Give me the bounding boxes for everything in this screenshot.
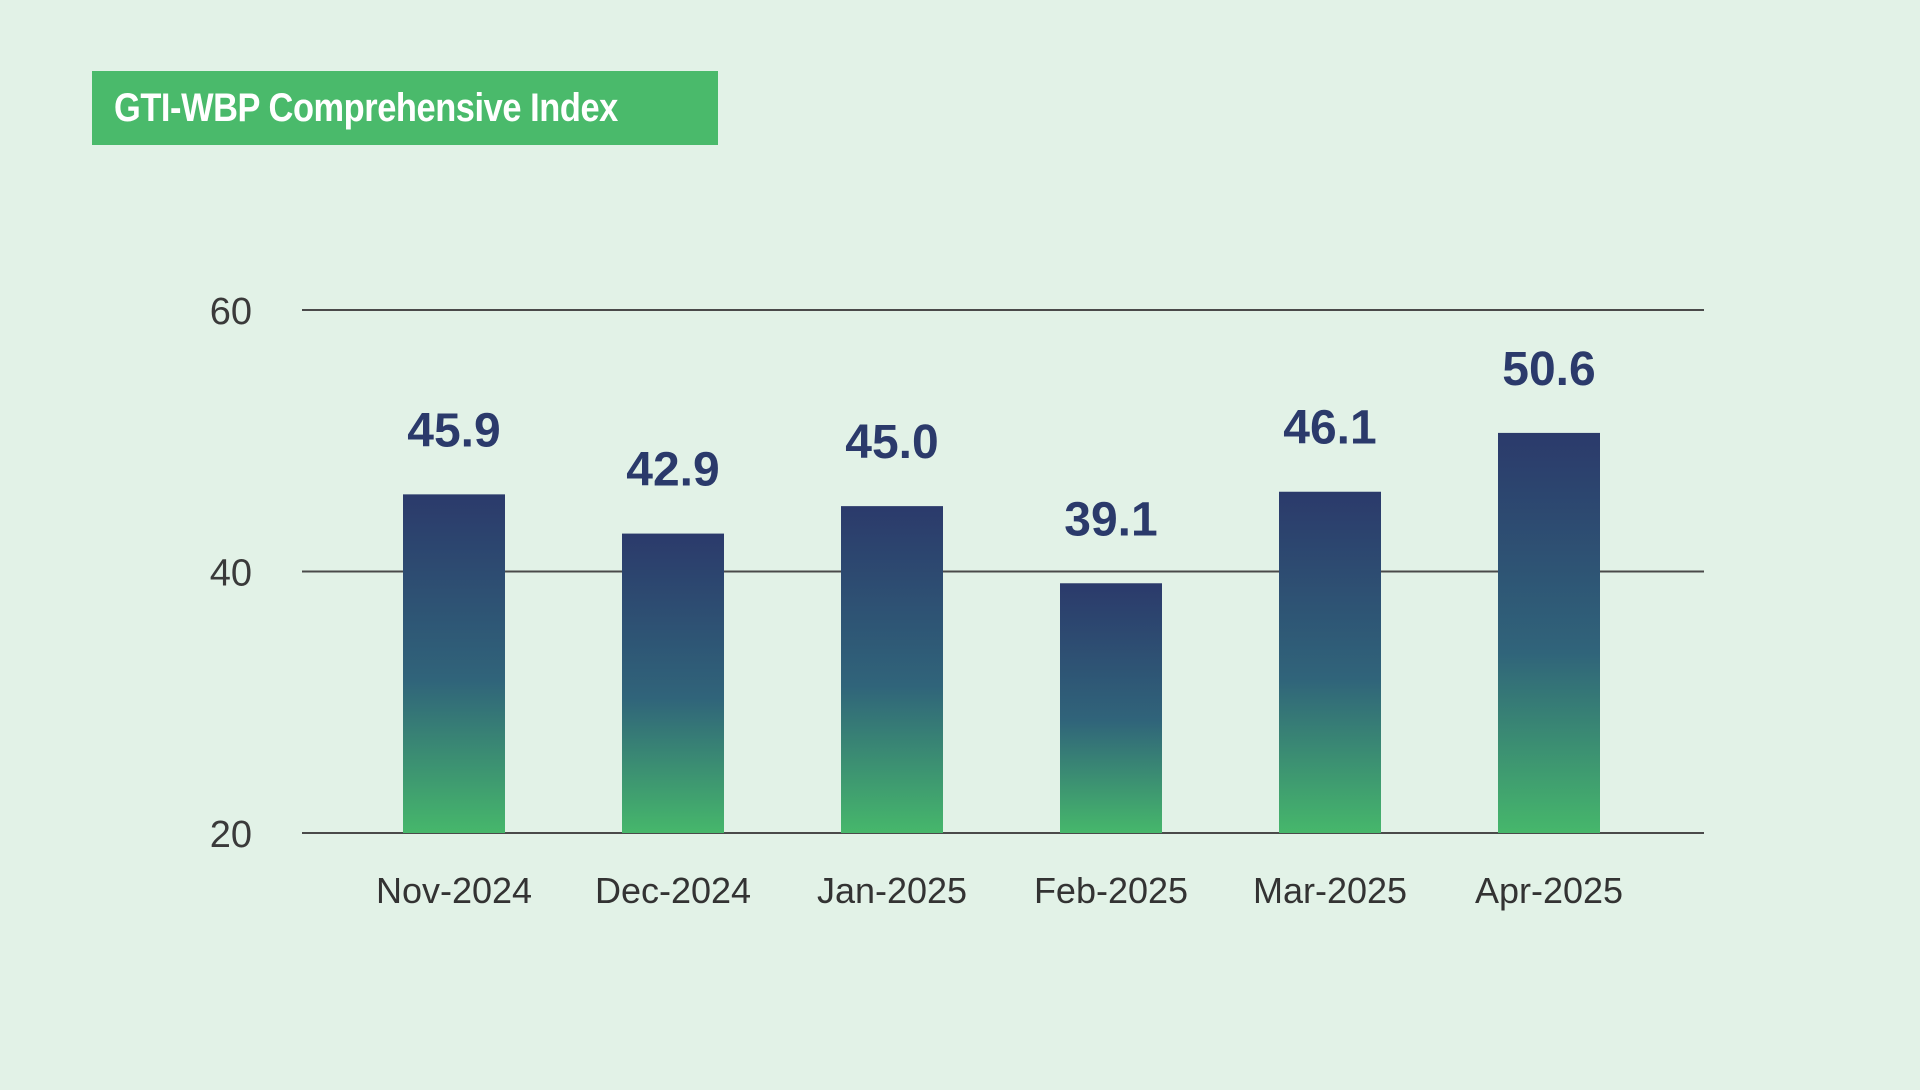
chart-title-badge: GTI-WBP Comprehensive Index [92, 71, 718, 145]
data-label: 42.9 [626, 444, 719, 497]
bar-Mar-2025 [1279, 491, 1381, 833]
data-labels: 45.9 42.9 45.0 39.1 46.1 50.6 [407, 343, 1595, 546]
bar-Feb-2025 [1060, 583, 1162, 833]
x-tick-label: Feb-2025 [1034, 870, 1188, 911]
gridlines [302, 309, 1704, 834]
y-tick-label: 40 [210, 553, 252, 595]
chart-title: GTI-WBP Comprehensive Index [114, 85, 618, 130]
bar-Dec-2024 [622, 533, 724, 833]
x-tick-label: Jan-2025 [817, 870, 967, 911]
x-tick-label: Apr-2025 [1475, 870, 1623, 911]
x-tick-label: Nov-2024 [376, 870, 532, 911]
x-tick-label: Mar-2025 [1253, 870, 1407, 911]
data-label: 45.9 [407, 404, 500, 457]
axis-labels: 20 40 60 Nov-2024 Dec-2024 Jan-2025 Feb-2025 Ma… [210, 291, 1623, 911]
data-label: 45.0 [845, 416, 938, 469]
data-label: 50.6 [1502, 343, 1595, 396]
y-tick-label: 20 [210, 814, 252, 856]
bar-Apr-2025 [1498, 432, 1600, 833]
bars [403, 432, 1600, 833]
data-label: 46.1 [1283, 402, 1376, 455]
data-label: 39.1 [1064, 493, 1157, 546]
y-tick-label: 60 [210, 291, 252, 333]
bar-Jan-2025 [841, 506, 943, 833]
x-tick-label: Dec-2024 [595, 870, 751, 911]
bar-Nov-2024 [403, 494, 505, 833]
